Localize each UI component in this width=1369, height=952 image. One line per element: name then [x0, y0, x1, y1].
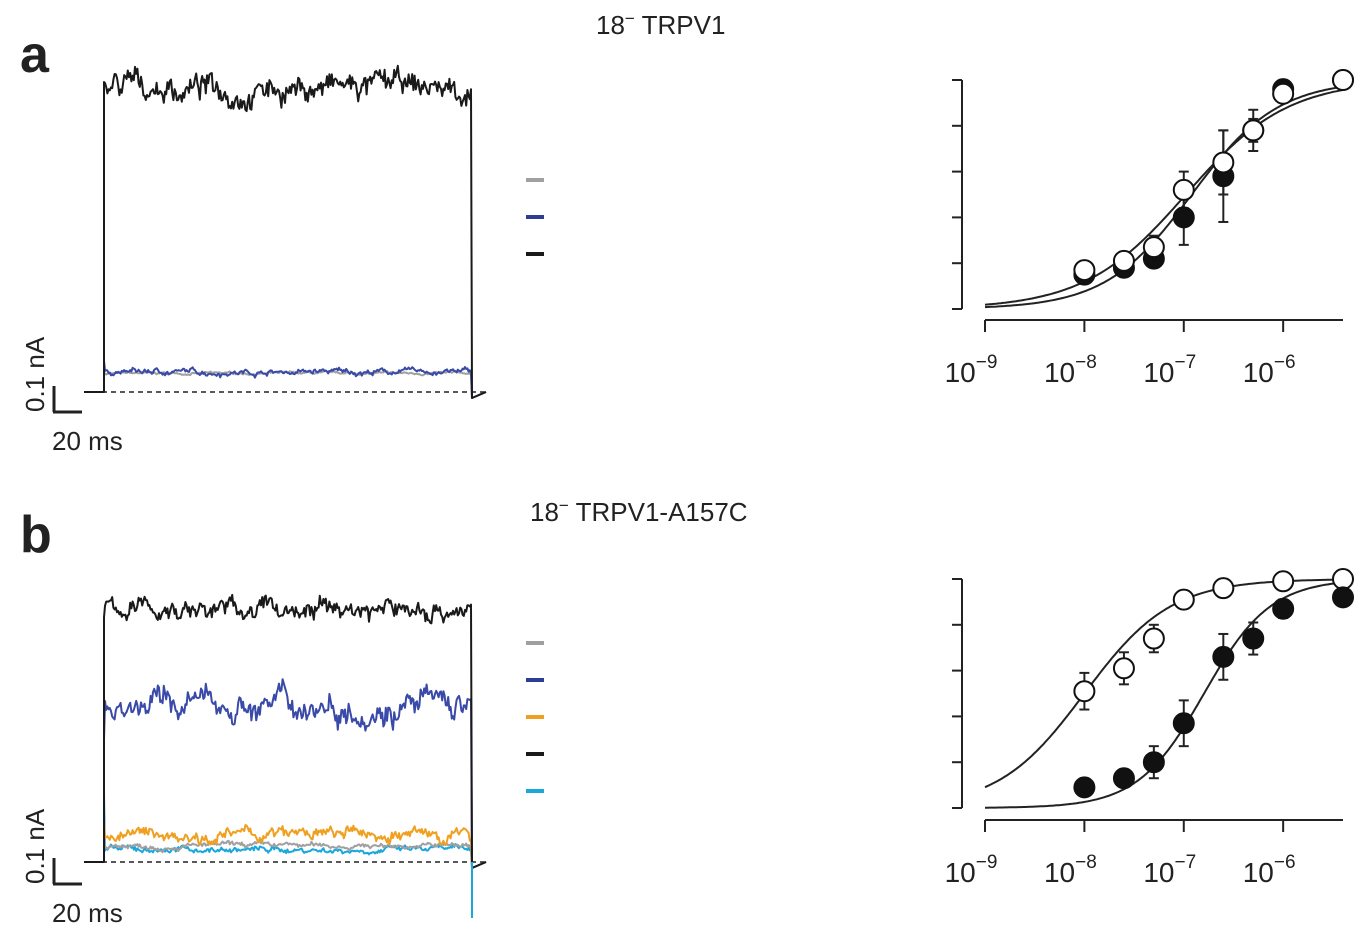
x-tick-exponent: −7 [1175, 852, 1197, 873]
dose-response-plot-a: 10−9 10−8 10−7 10−6 [945, 69, 1354, 388]
legend-b [526, 641, 544, 793]
open-data-point [1212, 577, 1235, 600]
panel-b-title-num: 18 [530, 497, 559, 527]
x-tick-base: 10 [1243, 857, 1274, 888]
x-tick-base: 10 [945, 357, 976, 388]
x-tick-label: 10−6 [1243, 852, 1296, 888]
x-tick-label: 10−7 [1143, 352, 1196, 388]
x-tick-base: 10 [1143, 357, 1174, 388]
x-tick-exponent: −6 [1274, 852, 1296, 873]
filled-data-point [1112, 767, 1135, 790]
fit-curve-series-1 [984, 85, 1344, 309]
x-tick-exponent: −9 [976, 352, 998, 373]
panel-letter-a: a [20, 26, 50, 84]
open-data-point [1112, 249, 1135, 272]
x-tick-exponent: −6 [1274, 352, 1296, 373]
x-tick-label: 10−9 [945, 852, 998, 888]
scale-bar-b: 0.1 nA 20 ms [20, 808, 123, 928]
filled-data-point [1172, 206, 1195, 229]
open-data-point [1142, 236, 1165, 259]
filled-data-point [1172, 712, 1195, 735]
open-data-point [1242, 119, 1265, 142]
x-tick-base: 10 [1143, 857, 1174, 888]
x-tick-base: 10 [1243, 357, 1274, 388]
trace-dtt-b [84, 820, 487, 869]
fit-curve-series-2 [984, 88, 1344, 306]
panel-letter-b: b [20, 506, 52, 564]
panel-b: b 18− TRPV1-A157C 0.1 nA 20 ms 10−9 10−8 1… [20, 496, 1354, 928]
panel-a: a 18− TRPV1 0.1 nA 20 ms 10−9 10−8 10−7 10−… [20, 9, 1354, 456]
trace-leak-b [84, 839, 487, 869]
open-data-point [1073, 259, 1096, 282]
x-tick-base: 10 [945, 857, 976, 888]
filled-data-point [1242, 627, 1265, 650]
x-tick-base: 10 [1044, 357, 1075, 388]
open-data-point [1112, 657, 1135, 680]
open-data-point [1332, 69, 1354, 91]
traces-b [84, 593, 488, 918]
open-data-point [1172, 178, 1195, 201]
filled-data-point [1332, 586, 1354, 609]
scale-bar-a-x-label: 20 ms [52, 426, 123, 456]
panel-b-title-sup: − [559, 496, 569, 515]
dose-response-plot-b: 10−9 10−8 10−7 10−6 [945, 568, 1354, 888]
scale-bar-a-y-label: 0.1 nA [20, 336, 50, 412]
x-tick-exponent: −9 [976, 852, 998, 873]
x-tick-label: 10−8 [1044, 352, 1097, 388]
scale-bar-b-x-label: 20 ms [52, 898, 123, 928]
x-tick-label: 10−8 [1044, 852, 1097, 888]
traces-a [84, 64, 488, 399]
filled-data-point [1272, 597, 1295, 620]
scale-bar-b-y-label: 0.1 nA [20, 808, 50, 884]
x-tick-base: 10 [1044, 857, 1075, 888]
open-data-point [1172, 588, 1195, 611]
x-tick-label: 10−6 [1243, 352, 1296, 388]
trace-leak-a [84, 369, 487, 399]
trace-capsaicin-b [84, 593, 487, 869]
legend-a [526, 178, 544, 256]
panel-b-title-rest: TRPV1-A157C [569, 497, 748, 527]
x-tick-exponent: −8 [1075, 352, 1097, 373]
open-data-point [1073, 680, 1096, 703]
trace-mtsea-b [84, 678, 487, 869]
panel-a-title: 18− TRPV1 [596, 9, 725, 40]
panel-a-title-sup: − [625, 9, 635, 28]
panel-b-title: 18− TRPV1-A157C [530, 496, 748, 527]
panel-a-title-rest: TRPV1 [635, 10, 726, 40]
open-data-point [1332, 568, 1354, 590]
filled-data-point [1142, 751, 1165, 774]
x-tick-exponent: −7 [1175, 352, 1197, 373]
x-tick-exponent: −8 [1075, 852, 1097, 873]
open-data-point [1142, 627, 1165, 650]
open-data-point [1212, 151, 1235, 174]
scale-bar-a: 0.1 nA 20 ms [20, 336, 123, 456]
open-data-point [1272, 570, 1295, 593]
filled-data-point [1073, 776, 1096, 799]
trace-capsaicin-a [84, 64, 487, 399]
filled-data-point [1212, 645, 1235, 668]
open-data-point [1272, 82, 1295, 105]
panel-a-title-num: 18 [596, 10, 625, 40]
x-tick-label: 10−7 [1143, 852, 1196, 888]
x-tick-label: 10−9 [945, 352, 998, 388]
trace-mtsea-a [84, 360, 487, 399]
